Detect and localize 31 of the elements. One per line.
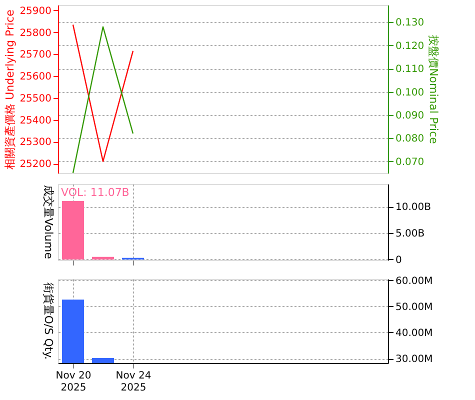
- y2-tick-label: 0.070: [396, 156, 424, 168]
- y2-tick-label: 0.110: [396, 64, 424, 76]
- y-tick-label: 25500: [20, 93, 52, 104]
- y-tick-label: 50.00M: [396, 302, 433, 313]
- y-axis-title: 街貨量O/S Qty.: [42, 282, 55, 360]
- y-tick-label: 25400: [20, 115, 52, 126]
- y-tick-label: 25700: [20, 50, 52, 61]
- y2-tick-label: 0.120: [396, 40, 424, 52]
- bar: [62, 201, 84, 260]
- y2-tick-label: 0.130: [396, 18, 424, 29]
- y2-tick-label: 0.080: [396, 134, 424, 145]
- y-tick-label: 25800: [20, 28, 52, 39]
- y2-axis-title: 按盤價Nominal Price: [427, 35, 440, 144]
- y-tick-label: 10.00B: [396, 202, 432, 214]
- y-tick-label: 25900: [20, 6, 52, 17]
- y-tick-label: 60.00M: [396, 276, 433, 287]
- y-tick-label: 5.00B: [396, 228, 425, 240]
- y-tick-label: 25300: [20, 137, 52, 148]
- y-axis-title: 成交量Volume: [42, 185, 55, 260]
- y2-tick-label: 0.100: [396, 87, 424, 98]
- x-tick-label: Nov 24 2025: [116, 370, 152, 394]
- y-tick-label: 0: [396, 254, 402, 266]
- annotation: VOL: 11.07B: [61, 186, 130, 199]
- y2-tick-label: 0.090: [396, 110, 424, 122]
- x-tick-label: Nov 20 2025: [56, 370, 92, 394]
- y-tick-label: 25200: [20, 159, 52, 170]
- y-tick-label: 30.00M: [396, 354, 433, 366]
- y-tick-label: 40.00M: [396, 328, 433, 339]
- y-tick-label: 25600: [20, 72, 52, 83]
- y-axis-title: 相關資產價格 Underlying Price: [4, 9, 17, 170]
- bar: [92, 256, 114, 260]
